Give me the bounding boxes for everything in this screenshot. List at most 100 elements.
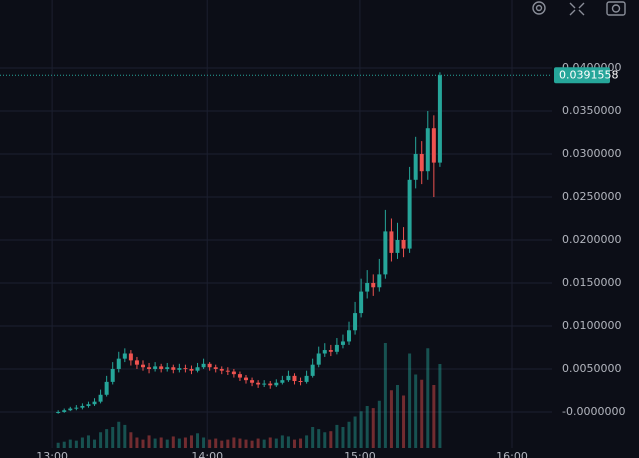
volume-bar [226,439,230,448]
volume-bar [111,427,115,448]
candle-body [207,363,212,368]
volume-bar [220,440,224,448]
candle-body [377,274,382,288]
volume-bar [395,385,399,448]
last-price-tag [554,67,610,84]
camera-icon[interactable] [606,1,626,16]
volume-bar [202,437,206,448]
candle-body [183,368,188,370]
volume-bar [208,439,212,448]
candle-body [147,367,152,369]
volume-bar [214,438,218,448]
candle-body [389,231,394,253]
volume-bar [414,374,418,448]
volume-bar [68,439,72,448]
volume-bar [359,411,363,448]
toolbar [532,1,626,16]
volume-bar [353,416,357,448]
candle-body [195,367,200,371]
settings-icon[interactable] [532,1,546,15]
candle-body [98,394,103,402]
volume-bar [117,421,121,448]
volume-bar [329,431,333,448]
candle-body [371,282,376,288]
candle-body [298,381,303,383]
candle-body [262,383,267,385]
volume-bar [250,440,254,448]
volume-bar [426,348,430,448]
candle-body [116,358,121,369]
volume-bar [371,408,375,448]
volume-bar [280,435,284,448]
candle-body [213,367,218,369]
volume-bar [341,427,345,448]
fullscreen-icon[interactable] [569,2,585,16]
candle-body [274,382,279,386]
candle-body [383,231,388,275]
candle-body [104,381,109,395]
volume-bar [189,435,193,448]
camera-lens [611,4,621,13]
volume-bar [93,439,97,448]
candle-body [231,371,236,375]
candle-body [425,128,430,172]
candle-body [56,411,61,413]
candle-body [140,364,145,368]
volume-bar [86,435,90,448]
volume-bar [62,441,66,448]
y-tick-label: 0.0200000 [562,233,622,246]
y-tick-label: -0.0000000 [562,405,625,418]
candle-body [159,366,164,369]
volume-bar [141,439,145,448]
candle-body [359,291,364,314]
volume-bar [377,400,381,448]
y-tick-label: 0.0300000 [562,147,622,160]
volume-bar [153,438,157,448]
candle-body [292,375,297,382]
volume-bar [305,435,309,448]
volume-bar [196,433,200,448]
y-tick-label: 0.0100000 [562,319,622,332]
candle-body [68,408,73,411]
candle-body [62,410,67,412]
candle-body [347,330,352,342]
candle-body [80,405,85,408]
y-tick-label: 0.0250000 [562,190,622,203]
volume-bar [159,437,163,448]
volume-bar [256,438,260,448]
x-tick-label: 16:00 [496,450,528,458]
candle-body [340,341,345,345]
candle-body [201,363,206,368]
volume-bar [335,424,339,448]
candle-body [413,154,418,180]
candle-body [328,350,333,352]
volume-bar [402,395,406,448]
candle-body [122,353,127,359]
candle-body [110,368,115,382]
volume-bar [292,439,296,448]
x-tick-label: 14:00 [191,450,223,458]
candle-body [244,377,249,381]
candle-body [268,383,273,386]
candle-body [419,154,424,172]
candle-body [353,313,358,331]
candle-body [250,380,255,383]
candle-body [316,353,321,365]
volume-bar [99,432,103,448]
y-tick-label: 0.0050000 [562,362,622,375]
volume-bar [183,437,187,448]
candle-body [92,401,97,405]
candle-layer [56,72,442,414]
volume-bar [244,439,248,448]
candle-body [286,375,291,381]
candle-body [395,239,400,253]
candle-body [322,350,327,354]
volume-bar [408,353,412,448]
volume-bar [274,438,278,448]
y-tick-label: 0.0150000 [562,276,622,289]
volume-bar [347,421,351,448]
volume-bar [165,439,169,448]
volume-layer [56,343,442,448]
volume-bar [56,442,60,448]
